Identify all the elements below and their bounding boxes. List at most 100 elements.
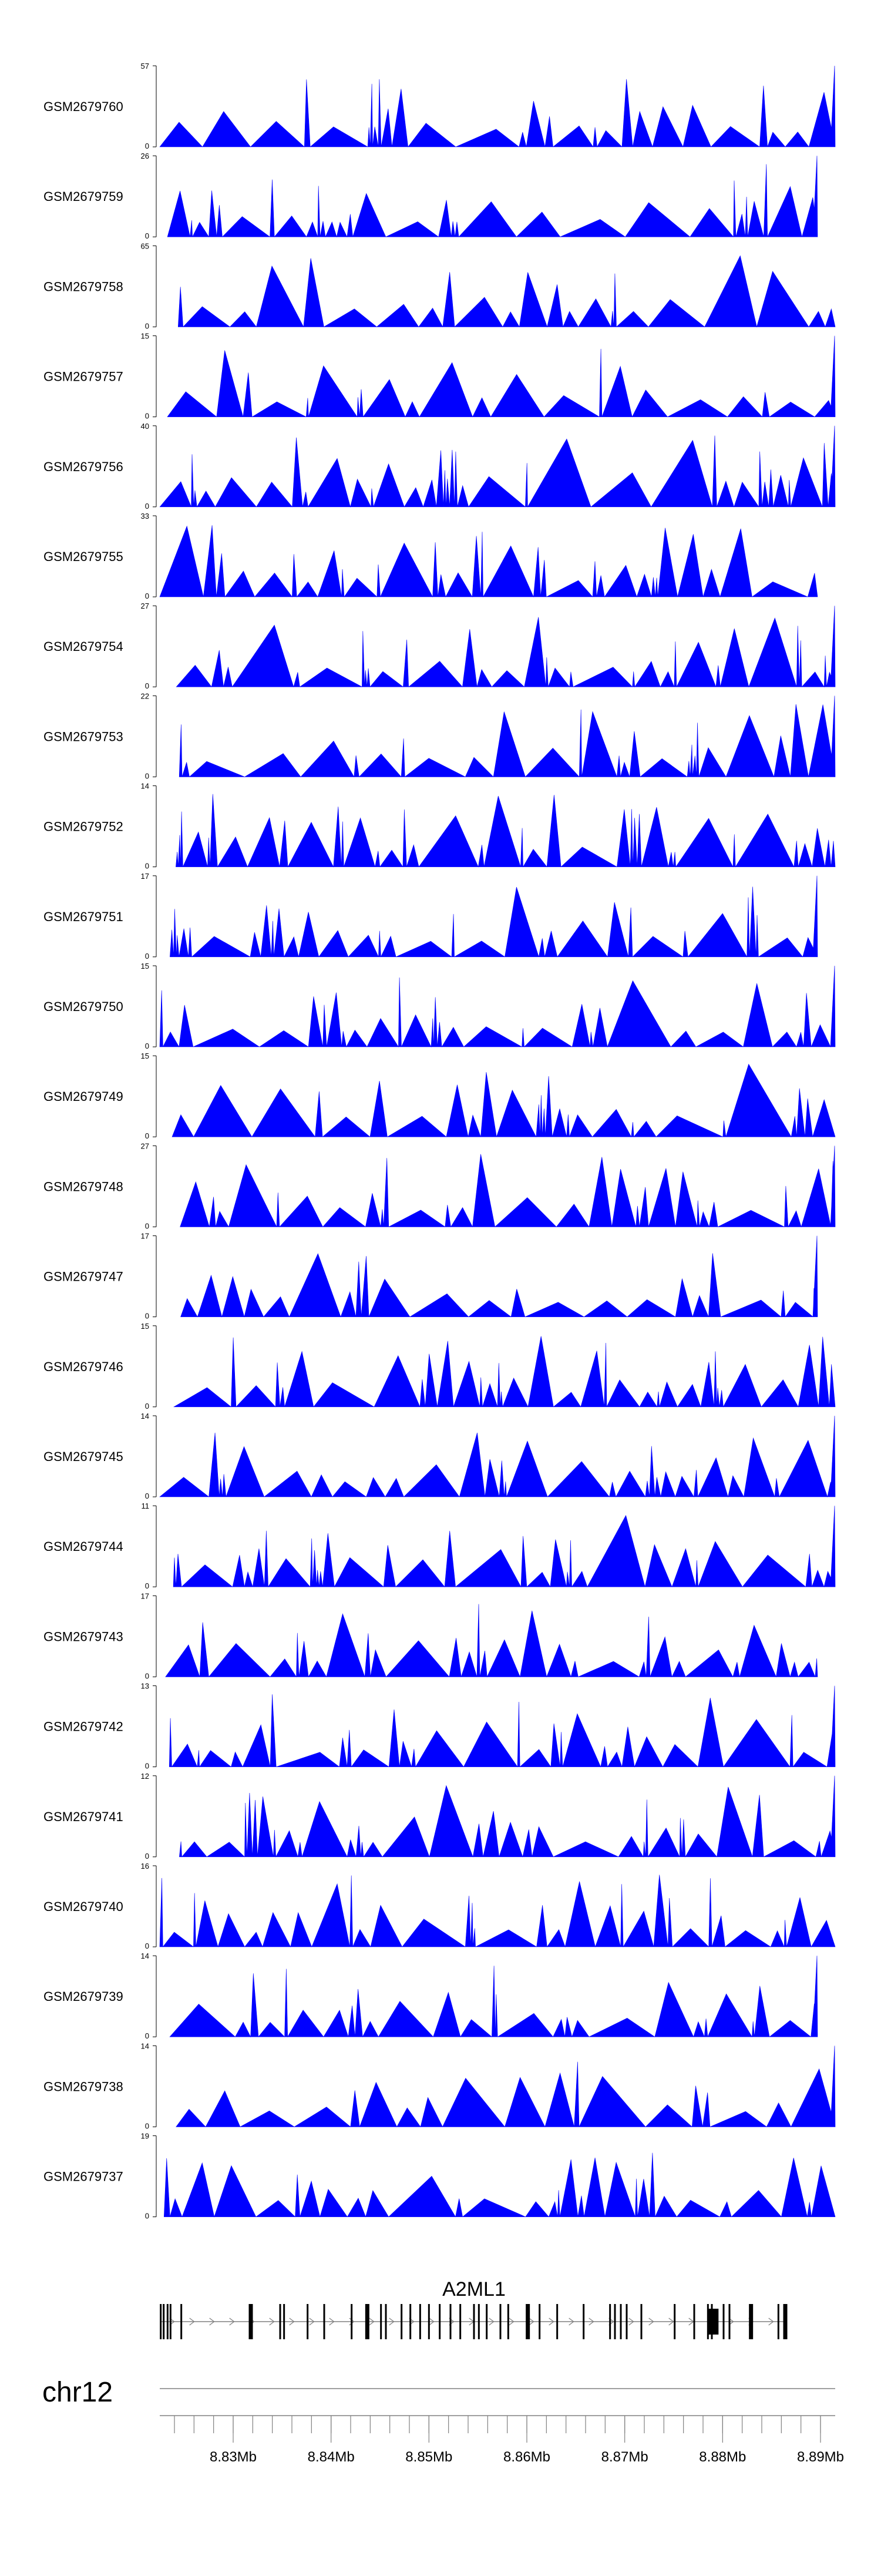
y-axis-max-label: 65 xyxy=(141,241,149,250)
exon xyxy=(620,2304,622,2339)
track-label: GSM2679755 xyxy=(43,549,123,564)
coverage-area xyxy=(159,965,836,1048)
exon xyxy=(783,2304,788,2339)
y-axis-max-label: 14 xyxy=(141,2041,149,2050)
track-label: GSM2679739 xyxy=(43,1989,123,2004)
y-axis-min-label: 0 xyxy=(145,1492,149,1500)
y-axis-max-label: 17 xyxy=(141,872,149,881)
track-label: GSM2679756 xyxy=(43,459,123,474)
y-axis-max-label: 22 xyxy=(141,691,149,700)
y-axis-max-label: 16 xyxy=(141,1862,149,1870)
y-axis-max-label: 15 xyxy=(141,1322,149,1331)
y-axis-max-label: 27 xyxy=(141,1141,149,1150)
y-axis-max-label: 12 xyxy=(141,1772,149,1781)
exon xyxy=(626,2304,628,2339)
y-axis-min-label: 0 xyxy=(145,1852,149,1860)
strand-arrow xyxy=(648,2318,654,2326)
exon xyxy=(380,2304,382,2339)
strand-arrow xyxy=(369,2318,375,2326)
track-GSM2679754: GSM2679754 27 0 xyxy=(43,602,836,690)
track-label: GSM2679753 xyxy=(43,729,123,744)
y-axis-min-label: 0 xyxy=(145,1762,149,1771)
coverage-area xyxy=(163,2152,836,2218)
coverage-area xyxy=(180,1146,836,1228)
genome-axis-group: 8.83Mb 8.84Mb 8.85Mb 8.86Mb 8.87Mb 8.88Mb 8.89… xyxy=(160,2415,844,2465)
y-axis-min-label: 0 xyxy=(145,502,149,511)
exon xyxy=(428,2304,430,2339)
exon xyxy=(365,2304,369,2339)
y-axis-min-label: 0 xyxy=(145,2212,149,2221)
track-label: GSM2679760 xyxy=(43,99,123,114)
strand-arrow xyxy=(189,2318,195,2326)
exon xyxy=(499,2304,502,2339)
coverage-area xyxy=(169,1685,836,1768)
coverage-area xyxy=(172,1063,836,1138)
y-axis-min-label: 0 xyxy=(145,142,149,150)
y-axis-max-label: 15 xyxy=(141,962,149,970)
exon xyxy=(248,2304,253,2339)
track-GSM2679752: GSM2679752 14 0 xyxy=(43,782,836,871)
y-axis-max-label: 17 xyxy=(141,1591,149,1600)
track-label: GSM2679749 xyxy=(43,1089,123,1104)
coverage-area xyxy=(167,156,818,238)
strand-arrow xyxy=(489,2318,495,2326)
track-GSM2679747: GSM2679747 17 0 xyxy=(43,1232,818,1321)
y-axis-min-label: 0 xyxy=(145,1221,149,1230)
coverage-area xyxy=(179,1775,836,1858)
exon xyxy=(473,2304,475,2339)
exon xyxy=(583,2304,585,2339)
strand-arrow xyxy=(389,2318,395,2326)
strand-arrow xyxy=(309,2318,315,2326)
strand-arrow xyxy=(549,2318,554,2326)
exon xyxy=(449,2304,452,2339)
strand-arrow xyxy=(329,2318,335,2326)
y-axis-max-label: 17 xyxy=(141,1232,149,1241)
exon xyxy=(486,2304,488,2339)
exon xyxy=(674,2304,676,2339)
exon xyxy=(459,2304,462,2339)
track-GSM2679743: GSM2679743 17 0 xyxy=(43,1591,818,1680)
track-label: GSM2679748 xyxy=(43,1179,123,1194)
track-label: GSM2679751 xyxy=(43,909,123,924)
y-axis-min-label: 0 xyxy=(145,1402,149,1410)
y-axis-min-label: 0 xyxy=(145,771,149,780)
track-label: GSM2679742 xyxy=(43,1719,123,1734)
track-label: GSM2679737 xyxy=(43,2169,123,2184)
track-GSM2679753: GSM2679753 22 0 xyxy=(43,691,836,780)
coverage-area xyxy=(173,1336,836,1408)
track-label: GSM2679744 xyxy=(43,1539,123,1554)
chromosome-label: chr12 xyxy=(42,2377,113,2408)
exon xyxy=(478,2304,480,2339)
genome-axis-tick-label: 8.84Mb xyxy=(308,2449,355,2465)
track-GSM2679759: GSM2679759 26 0 xyxy=(43,152,818,240)
track-GSM2679757: GSM2679757 15 0 xyxy=(43,332,836,421)
exon xyxy=(283,2304,285,2339)
y-axis-min-label: 0 xyxy=(145,1312,149,1321)
y-axis-max-label: 14 xyxy=(141,1412,149,1420)
coverage-area xyxy=(159,1875,836,1948)
track-GSM2679756: GSM2679756 40 0 xyxy=(43,422,836,511)
track-GSM2679740: GSM2679740 16 0 xyxy=(43,1862,836,1950)
exon xyxy=(526,2304,530,2339)
track-GSM2679739: GSM2679739 14 0 xyxy=(43,1952,818,2040)
track-label: GSM2679750 xyxy=(43,999,123,1014)
strand-arrow xyxy=(628,2318,634,2326)
y-axis-max-label: 19 xyxy=(141,2132,149,2141)
strand-arrow xyxy=(289,2318,295,2326)
exon xyxy=(728,2304,731,2339)
exon xyxy=(614,2304,616,2339)
y-axis-min-label: 0 xyxy=(145,1042,149,1050)
coverage-area xyxy=(179,696,836,778)
track-GSM2679742: GSM2679742 13 0 xyxy=(43,1682,836,1771)
strand-arrow xyxy=(668,2318,674,2326)
genome-axis-tick-label: 8.88Mb xyxy=(699,2449,746,2465)
track-label: GSM2679738 xyxy=(43,2079,123,2094)
track-label: GSM2679752 xyxy=(43,820,123,834)
exon xyxy=(169,2304,172,2339)
exon-block xyxy=(708,2309,719,2335)
y-axis-min-label: 0 xyxy=(145,2031,149,2040)
y-axis-min-label: 0 xyxy=(145,1942,149,1950)
exon xyxy=(307,2304,309,2339)
exon xyxy=(401,2304,403,2339)
